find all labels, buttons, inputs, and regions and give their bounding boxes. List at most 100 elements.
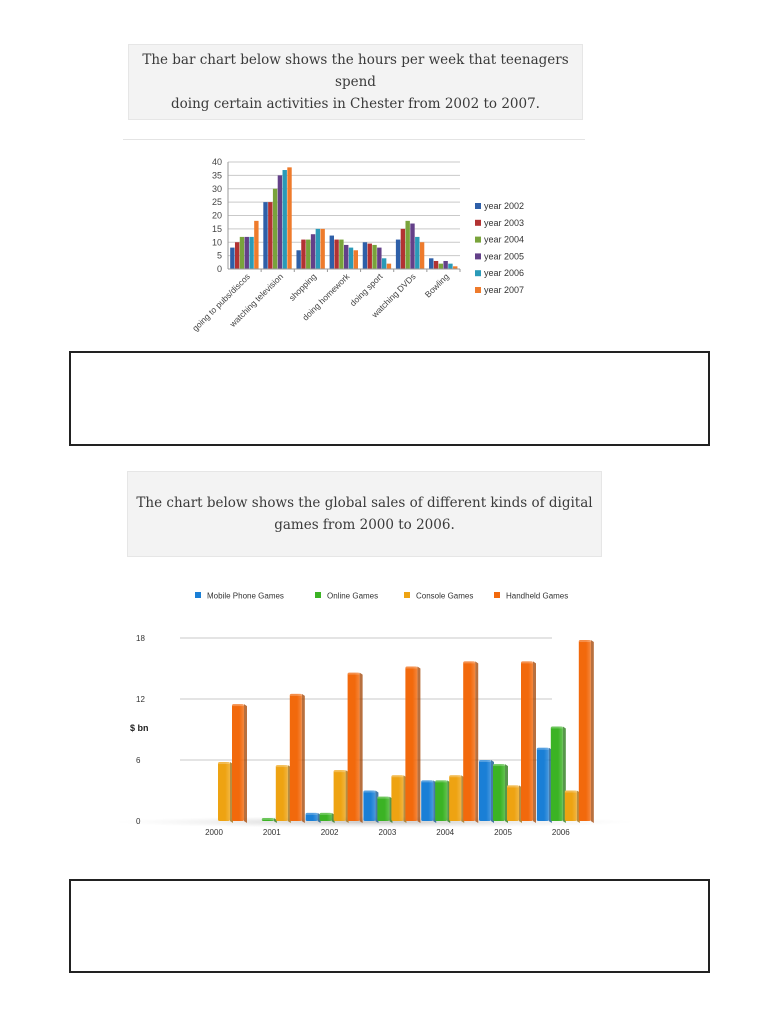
chart2-bar: [333, 770, 349, 823]
chart2-prompt-line-2: games from 2000 to 2006.: [274, 517, 455, 533]
chart1-bar: [282, 170, 287, 269]
chart1-y-tick: 25: [212, 197, 222, 207]
chart1-legend-label: year 2003: [484, 218, 524, 228]
chart2-legend-item: Mobile Phone Games: [195, 592, 284, 601]
chart2-prompt-line-1: The chart below shows the global sales o…: [136, 495, 593, 511]
chart1-category-label: Bowling: [423, 271, 451, 299]
chart1-legend-item: year 2007: [475, 285, 524, 295]
chart1-y-tick: 20: [212, 211, 222, 221]
chart1-bar: [263, 202, 268, 269]
chart1-legend-item: year 2006: [475, 268, 524, 278]
legend-swatch-icon: [475, 287, 481, 293]
chart1-bar: [310, 234, 316, 269]
chart1-bar: [230, 247, 235, 269]
chart1-bar: [405, 220, 410, 269]
chart1-y-tick: 40: [212, 157, 222, 167]
chart1-y-tick: 35: [212, 170, 222, 180]
chart2-bar: [564, 790, 580, 823]
legend-swatch-icon: [475, 203, 481, 209]
chart1-legend-item: year 2003: [475, 218, 524, 228]
legend-swatch-icon: [475, 236, 481, 243]
teen-activities-bar-chart: 0 5 10 15 20 25 30 35 40 going to pubs/discos watc…: [120, 140, 590, 350]
chart1-prompt-line-2: doing certain activities in Chester from…: [171, 96, 540, 112]
chart1-legend-label: year 2004: [484, 235, 524, 245]
chart2-bar: [463, 661, 479, 823]
chart2-prompt-box: The chart below shows the global sales o…: [127, 471, 602, 557]
chart2-bar: [347, 672, 363, 823]
chart1-legend-label: year 2007: [484, 285, 524, 295]
legend-swatch-icon: [315, 592, 321, 598]
chart1-category-label: going to pubs/discos: [190, 271, 252, 333]
chart1-bar: [381, 258, 387, 269]
chart1-category-label: shopping: [287, 271, 319, 303]
chart1-bar: [339, 239, 344, 269]
chart1-bar: [443, 260, 448, 269]
chart1-bar: [410, 223, 415, 269]
chart1-bar: [277, 175, 283, 269]
chart2-bar: [421, 780, 437, 823]
answer-box-2[interactable]: [69, 879, 710, 973]
chart1-bar: [372, 244, 377, 269]
chart1-bar: [287, 167, 292, 269]
chart2-category-label: 2005: [494, 828, 512, 837]
chart2-bar: [363, 790, 379, 823]
chart1-legend-label: year 2006: [484, 268, 524, 278]
legend-swatch-icon: [475, 219, 481, 226]
chart1-bar: [334, 239, 339, 269]
chart1-bar: [377, 247, 382, 269]
chart2-bar: [232, 704, 247, 823]
chart2-category-label: 2006: [552, 828, 570, 837]
chart2-bar: [536, 747, 552, 823]
chart1-bar: [419, 242, 425, 269]
chart2-y-tick: 0: [136, 817, 141, 826]
chart2-bar: [261, 817, 277, 823]
chart2-category-label: 2001: [263, 828, 281, 837]
chart2-bar: [218, 762, 233, 823]
chart2-category-label: 2004: [436, 828, 454, 837]
chart1-prompt-box: The bar chart below shows the hours per …: [128, 44, 583, 120]
answer-box-1[interactable]: [69, 351, 710, 446]
chart1-bar: [400, 228, 406, 269]
chart2-legend-label: Online Games: [327, 592, 378, 601]
chart1-bar: [362, 242, 368, 269]
chart2-category-label: 2003: [379, 828, 397, 837]
chart2-y-tick: 18: [136, 634, 145, 643]
chart1-legend-item: year 2005: [475, 251, 524, 261]
chart1-legend-label: year 2002: [484, 201, 524, 211]
legend-swatch-icon: [404, 592, 410, 598]
chart1-bar: [249, 236, 254, 269]
chart2-bar: [289, 693, 305, 823]
chart1-bar: [244, 236, 249, 269]
legend-swatch-icon: [475, 270, 481, 277]
chart1-bar: [448, 263, 453, 269]
chart2-bar: [479, 760, 494, 823]
legend-swatch-icon: [195, 592, 201, 598]
chart2-category-label: 2002: [321, 828, 339, 837]
chart1-bar: [320, 228, 325, 269]
chart2-legend-label: Console Games: [416, 592, 473, 601]
chart2-legend-item: Console Games: [404, 592, 473, 601]
chart1-prompt-line-1: The bar chart below shows the hours per …: [142, 52, 569, 90]
chart1-y-tick: 10: [212, 237, 222, 247]
chart1-bar: [329, 235, 334, 269]
chart1-bar: [438, 263, 444, 269]
chart2-bar: [377, 796, 393, 823]
chart1-bar: [348, 247, 354, 269]
chart1-y-tick: 30: [212, 184, 222, 194]
chart1-top-divider: [123, 139, 585, 140]
chart1-bar: [429, 258, 434, 269]
digital-games-sales-chart: Mobile Phone Games Online Games Console Ga…: [110, 575, 650, 850]
chart1-bar: [415, 236, 420, 269]
chart1-bar: [272, 188, 278, 269]
chart1-bar: [453, 266, 458, 269]
chart1-bar: [433, 260, 439, 269]
chart2-bar: [305, 812, 321, 823]
chart2-bar: [507, 785, 522, 823]
chart2-y-tick: 6: [136, 756, 141, 765]
chart1-bar: [254, 220, 259, 269]
chart2-bar: [550, 726, 566, 823]
chart2-legend-item: Online Games: [315, 592, 378, 601]
chart1-legend-item: year 2002: [475, 201, 524, 211]
chart2-bar: [435, 780, 451, 823]
